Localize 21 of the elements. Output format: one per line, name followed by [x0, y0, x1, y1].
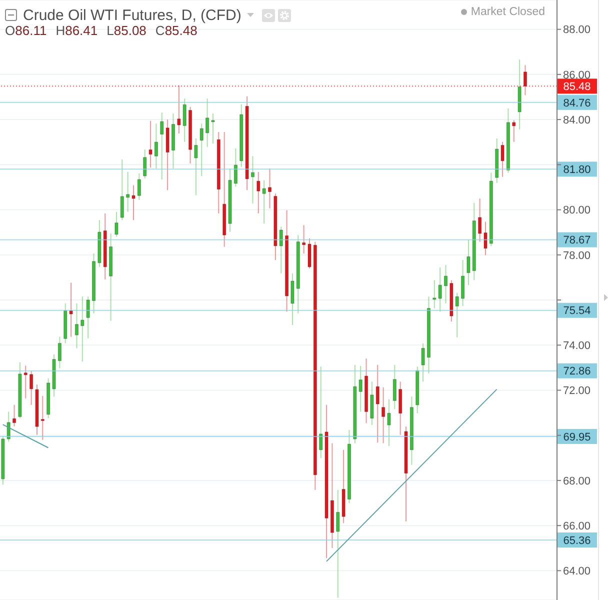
- y-tick-label: 74.00: [563, 340, 591, 352]
- ref-line-label: 69.95: [563, 431, 591, 444]
- y-tick-label: 78.00: [563, 250, 591, 262]
- y-tick-label: 88.00: [563, 24, 591, 36]
- y-tick-label: 72.00: [563, 385, 591, 398]
- y-tick-label: 80.00: [563, 204, 591, 217]
- annotation: Market Closed: [470, 6, 545, 18]
- y-tick-label: 86.00: [563, 69, 591, 82]
- y-tick-label: 66.00: [563, 520, 591, 532]
- y-tick-label: 64.00: [563, 566, 591, 578]
- ref-line-label: 75.54: [563, 305, 591, 318]
- chart-title: Crude Oil WTI Futures, D, (CFD): [23, 6, 242, 24]
- y-tick-label: 84.00: [563, 114, 591, 126]
- ref-line-label: 85.48: [563, 81, 591, 94]
- ref-line-label: 84.76: [563, 97, 591, 110]
- y-tick-label: 68.00: [563, 475, 591, 488]
- ref-line-label: 81.80: [563, 164, 591, 176]
- text: O86.11 H86.41 L85.08 C85.48: [5, 23, 198, 38]
- ref-line-label: 72.86: [563, 366, 591, 378]
- ref-line-label: 78.67: [563, 234, 591, 247]
- ref-line-label: 65.36: [563, 534, 591, 547]
